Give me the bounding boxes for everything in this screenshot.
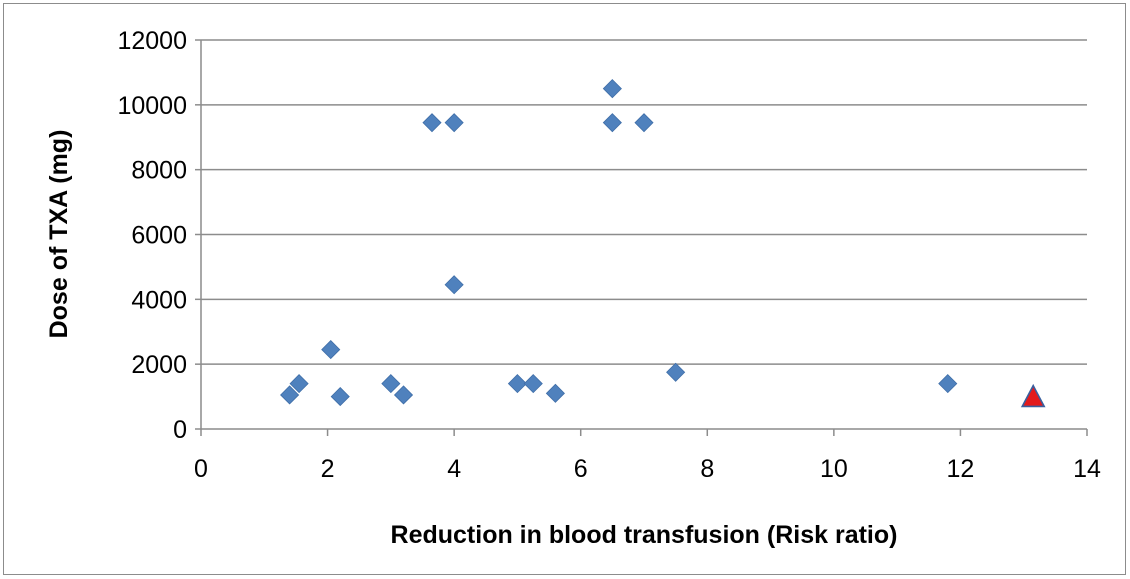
x-tick-label: 8 <box>700 455 714 483</box>
data-point-diamond <box>444 275 464 295</box>
data-point-diamond <box>444 113 464 133</box>
x-tick-label: 4 <box>447 455 461 483</box>
y-tick-labels: 0 2000 4000 6000 8000 10000 12000 <box>117 27 187 444</box>
x-tick-label: 2 <box>321 455 335 483</box>
data-point-diamond <box>666 362 686 382</box>
x-tick-label: 14 <box>1073 455 1101 483</box>
y-tick-label: 12000 <box>117 27 187 55</box>
data-points <box>280 79 1046 408</box>
axes <box>195 39 1088 436</box>
data-point-diamond <box>289 374 309 394</box>
data-point-triangle <box>1020 383 1046 408</box>
x-tick-label: 6 <box>574 455 588 483</box>
data-point-diamond <box>545 383 565 403</box>
x-tick-label: 12 <box>947 455 975 483</box>
y-tick-label: 10000 <box>117 92 187 120</box>
data-point-diamond <box>602 79 622 99</box>
data-point-diamond <box>523 374 543 394</box>
data-point-diamond <box>507 374 527 394</box>
y-tick-label: 4000 <box>131 286 187 314</box>
y-tick-label: 8000 <box>131 157 187 185</box>
y-tick-label: 0 <box>173 416 187 444</box>
data-point-diamond <box>321 340 341 360</box>
y-axis-title: Dose of TXA (mg) <box>45 130 73 339</box>
data-point-diamond <box>393 385 414 405</box>
x-tick-label: 10 <box>820 455 848 483</box>
data-point-diamond <box>330 387 350 407</box>
y-tick-label: 2000 <box>131 351 187 379</box>
x-tick-label: 0 <box>194 455 208 483</box>
gridlines <box>201 39 1087 365</box>
x-tick-labels: 0 2 4 6 8 10 12 14 <box>194 455 1101 483</box>
data-point-diamond <box>634 113 654 133</box>
chart-frame <box>3 3 1126 575</box>
y-tick-label: 6000 <box>131 222 187 250</box>
data-point-diamond <box>381 374 401 394</box>
data-point-diamond <box>280 385 300 405</box>
data-point-diamond <box>422 113 442 133</box>
data-point-diamond <box>602 113 622 133</box>
data-point-diamond <box>938 374 958 394</box>
x-axis-title: Reduction in blood transfusion (Risk rat… <box>391 521 898 549</box>
